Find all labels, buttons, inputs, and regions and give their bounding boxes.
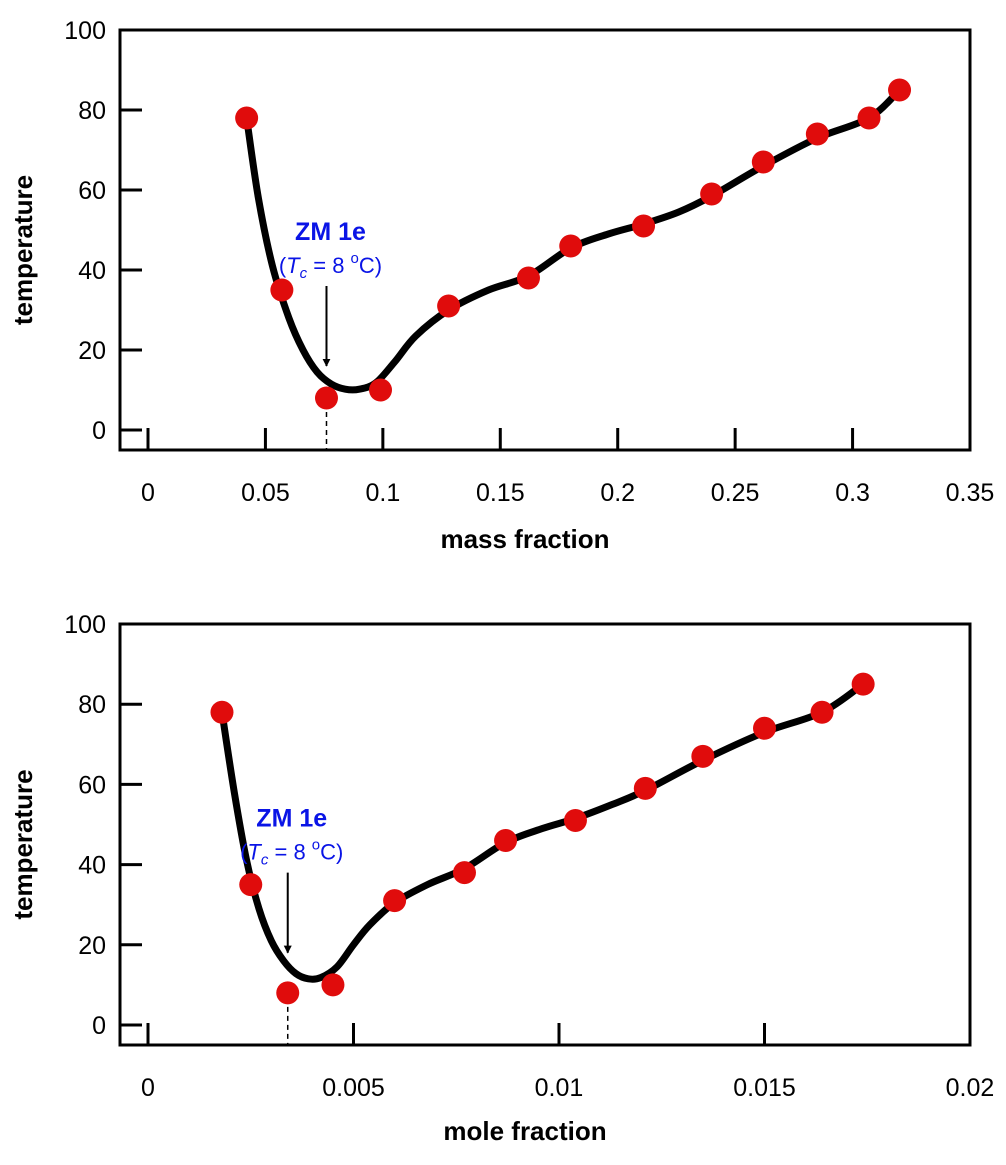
x-axis-title: mass fraction: [440, 524, 609, 554]
x-tick-label: 0: [141, 1074, 155, 1102]
annotation-note-part: = 8: [307, 253, 350, 278]
data-point: [810, 700, 834, 724]
x-tick-label: 0.2: [600, 479, 635, 507]
x-tick-label: 0.25: [711, 479, 760, 507]
annotation-note-part: T: [247, 840, 262, 865]
x-tick-label: 0.3: [835, 479, 870, 507]
data-point: [210, 700, 234, 724]
y-tick-label: 80: [78, 97, 106, 125]
annotation-note-part: (: [279, 253, 287, 278]
data-point: [239, 873, 263, 897]
annotation-note-part: C): [359, 253, 382, 278]
y-tick-label: 100: [64, 611, 106, 639]
data-point: [516, 266, 540, 290]
y-tick-label: 100: [64, 17, 106, 45]
x-axis-title: mole fraction: [443, 1116, 606, 1146]
data-point: [888, 78, 912, 102]
data-point: [369, 378, 393, 402]
x-tick-label: 0.02: [946, 1074, 995, 1102]
y-axis-title: temperature: [8, 769, 38, 919]
annotation-note-part: o: [312, 837, 320, 854]
y-tick-label: 20: [78, 932, 106, 960]
annotation-label: ZM 1e: [256, 805, 327, 833]
y-axis-title: temperature: [8, 175, 38, 325]
x-tick-label: 0.005: [322, 1074, 385, 1102]
annotation-note-part: c: [300, 265, 308, 282]
data-point: [633, 776, 657, 800]
y-tick-label: 60: [78, 177, 106, 205]
data-point: [235, 106, 259, 130]
data-point: [632, 214, 656, 238]
x-tick-label: 0.05: [241, 479, 290, 507]
data-point: [851, 672, 875, 696]
data-point: [751, 150, 775, 174]
data-point: [494, 829, 518, 853]
data-point: [753, 716, 776, 740]
data-point: [437, 294, 461, 318]
annotation-note-part: C): [320, 840, 343, 865]
data-point: [276, 981, 300, 1005]
annotation-note: (Tc = 8 oC): [279, 250, 382, 282]
y-tick-label: 20: [78, 337, 106, 365]
y-tick-label: 40: [78, 257, 106, 285]
data-point: [559, 234, 583, 258]
annotation-note-part: = 8: [268, 840, 311, 865]
data-point: [270, 278, 294, 302]
x-tick-label: 0.35: [946, 479, 995, 507]
annotation-note-part: o: [351, 250, 359, 267]
annotation-note: (Tc = 8 oC): [240, 837, 343, 869]
x-tick-label: 0.1: [365, 479, 400, 507]
x-tick-label: 0: [141, 479, 155, 507]
data-point: [452, 861, 476, 885]
data-point: [321, 973, 345, 997]
x-tick-label: 0.015: [733, 1074, 796, 1102]
y-tick-label: 80: [78, 691, 106, 719]
annotation-note-part: c: [261, 852, 269, 869]
x-tick-label: 0.01: [535, 1074, 584, 1102]
data-point: [805, 122, 829, 146]
mole-fraction-chart: 0 20 40 60 80 100 0 0.005 0.01 0.015 0.02 mole frac…: [8, 611, 994, 1146]
annotation-note-part: T: [286, 253, 301, 278]
plot-frame: [118, 622, 972, 1047]
data-point: [857, 106, 881, 130]
y-tick-label: 60: [78, 771, 106, 799]
data-point: [700, 182, 724, 206]
y-tick-label: 40: [78, 852, 106, 880]
data-point: [383, 889, 407, 913]
data-point: [691, 744, 715, 768]
y-tick-label: 0: [92, 1012, 106, 1040]
annotation-label: ZM 1e: [295, 218, 366, 246]
annotation-note-part: (: [240, 840, 248, 865]
mass-fraction-chart: 0 20 40 60 80 100 0 0.05 0.1 0.15 0.2 0.25 0.3 0.35 ma…: [8, 17, 994, 554]
x-tick-label: 0.15: [476, 479, 525, 507]
data-point: [563, 808, 587, 832]
plot-frame: [118, 28, 972, 452]
y-tick-label: 0: [92, 417, 106, 445]
data-point: [314, 386, 338, 410]
